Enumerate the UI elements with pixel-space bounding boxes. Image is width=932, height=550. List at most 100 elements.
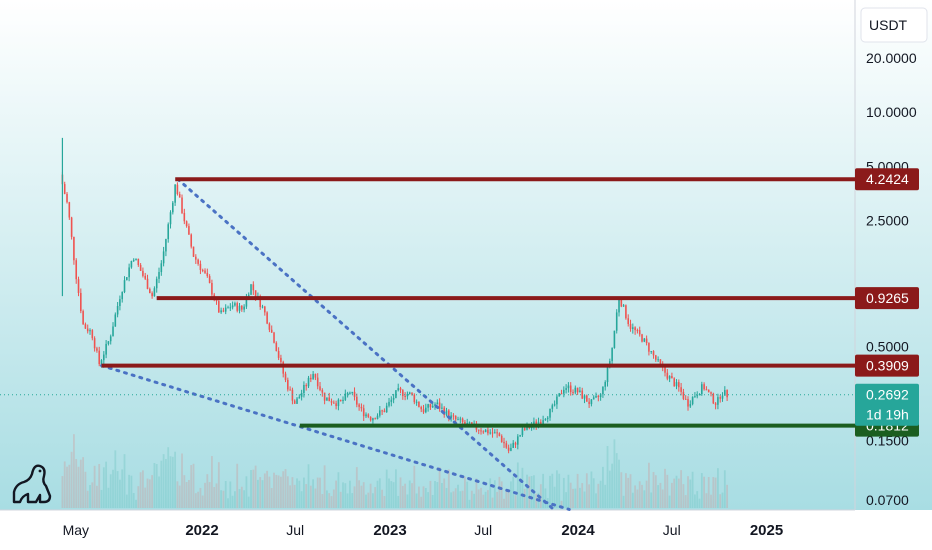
candle: [146, 274, 149, 290]
candle: [93, 336, 96, 352]
candle: [128, 263, 130, 282]
candle: [687, 396, 689, 411]
candle: [356, 393, 358, 408]
volume-bar: [643, 490, 646, 508]
volume-bar: [528, 476, 531, 508]
candle: [602, 386, 604, 398]
volume-bar: [252, 469, 255, 508]
volume-bar: [374, 487, 377, 508]
y-tick-label: 2.5000: [866, 213, 909, 229]
level-tag: 4.2424: [855, 168, 919, 191]
candle: [151, 291, 153, 299]
candle: [484, 429, 487, 433]
candle: [696, 391, 699, 399]
candle: [680, 382, 682, 396]
volume-bar: [77, 466, 80, 508]
volume-bar: [654, 475, 657, 508]
candle: [89, 328, 91, 335]
candle: [388, 397, 390, 408]
x-axis-background: [0, 510, 932, 550]
volume-bar: [595, 493, 597, 508]
candle: [135, 258, 137, 261]
volume-bar: [128, 474, 131, 508]
svg-text:0.9265: 0.9265: [866, 290, 909, 306]
volume-bar: [96, 485, 98, 508]
volume-bar: [544, 488, 547, 508]
volume-bar: [523, 488, 526, 508]
trendline-upper[interactable]: [176, 177, 556, 511]
candle: [689, 400, 692, 408]
volume-bar: [144, 487, 147, 508]
volume-bar: [445, 487, 448, 508]
candle: [282, 360, 285, 378]
volume-bar: [484, 491, 487, 508]
volume-bar: [542, 473, 545, 508]
volume-bar: [360, 485, 363, 508]
volume-bar: [261, 480, 264, 508]
candle: [358, 403, 360, 411]
candle: [197, 258, 199, 266]
candle: [563, 386, 565, 398]
candle: [572, 389, 574, 396]
volume-bar: [705, 493, 708, 508]
candle: [137, 258, 140, 267]
volume-bar: [130, 475, 133, 508]
volume-bar: [694, 494, 696, 508]
volume-bar: [220, 490, 223, 508]
candle: [461, 417, 464, 425]
candle: [544, 418, 547, 421]
candle: [222, 307, 225, 313]
candle: [503, 437, 505, 448]
candle: [162, 246, 165, 267]
volume-bar: [420, 496, 423, 508]
volume-bar: [516, 462, 519, 508]
candle: [114, 312, 117, 327]
candle: [657, 356, 659, 362]
candle: [618, 297, 620, 317]
volume-bar: [710, 494, 712, 508]
volume-bar: [316, 477, 319, 508]
volume-bar: [240, 486, 243, 508]
candle: [303, 381, 305, 398]
candle: [611, 347, 613, 366]
volume-bar: [227, 498, 229, 508]
volume-bar: [158, 476, 160, 508]
volume-bar: [277, 475, 280, 508]
volume-bar: [510, 481, 512, 508]
candle: [84, 322, 87, 329]
candle: [726, 389, 728, 401]
volume-bar: [165, 458, 167, 508]
trendline-lower[interactable]: [100, 364, 571, 511]
candle: [517, 434, 519, 450]
candle: [266, 311, 268, 325]
candle: [678, 379, 680, 392]
candle: [638, 326, 641, 337]
candle: [275, 341, 278, 352]
volume-bar: [183, 475, 186, 508]
currency-label-box[interactable]: USDT: [860, 7, 928, 43]
candle: [606, 365, 609, 387]
volume-bar: [222, 490, 225, 508]
volume-bar: [470, 490, 473, 508]
candle: [351, 391, 354, 395]
volume-bar: [326, 490, 328, 508]
candle: [204, 268, 206, 275]
volume-bar: [427, 492, 430, 508]
volume-bar: [493, 480, 496, 508]
candle: [188, 223, 190, 235]
candle: [448, 409, 450, 422]
volume-bar: [558, 473, 561, 508]
volume-bar: [376, 480, 379, 508]
candle: [321, 388, 324, 397]
candle: [546, 416, 549, 423]
candle: [183, 208, 186, 225]
candle: [581, 387, 584, 400]
volume-bar: [466, 481, 469, 508]
x-tick-label: Jul: [474, 522, 492, 538]
volume-bar: [404, 483, 407, 508]
volume-bar: [224, 481, 227, 508]
volume-bar: [390, 481, 393, 508]
candle: [126, 277, 128, 281]
volume-bar: [579, 487, 581, 508]
